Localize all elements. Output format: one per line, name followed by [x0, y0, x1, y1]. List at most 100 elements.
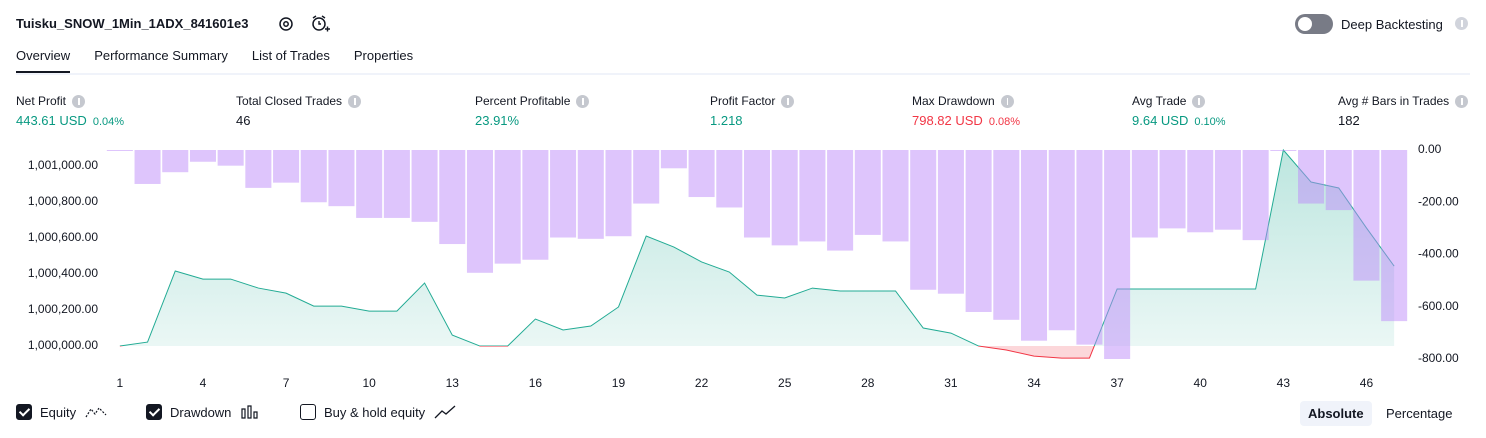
- legend-option[interactable]: Equity: [16, 404, 108, 420]
- y2-tick-label: -800.00: [1418, 351, 1459, 365]
- drawdown-bar: [550, 150, 577, 238]
- metric-percent: 0.08%: [988, 116, 1021, 128]
- drawdown-bar: [189, 150, 216, 162]
- drawdown-bar: [106, 150, 133, 151]
- legend-icon: [433, 404, 457, 420]
- metric-label: Total Closed Trades: [236, 94, 362, 108]
- settings-icon[interactable]: [277, 15, 295, 33]
- info-icon[interactable]: [1192, 94, 1206, 108]
- strategy-title: Tuisku_SNOW_1Min_1ADX_841601e3: [16, 16, 249, 31]
- checkbox[interactable]: [146, 404, 162, 420]
- x-tick-label: 46: [1360, 376, 1374, 390]
- drawdown-bar: [245, 150, 272, 188]
- tab[interactable]: Performance Summary: [94, 48, 228, 63]
- drawdown-bar: [439, 150, 466, 245]
- metric-value: 1.218: [710, 113, 743, 128]
- metric-value-text: 23.91%: [475, 113, 520, 128]
- checkbox[interactable]: [16, 404, 32, 420]
- drawdown-bar: [300, 150, 327, 203]
- tab[interactable]: Properties: [353, 48, 414, 63]
- drawdown-bar: [910, 150, 937, 290]
- drawdown-bar: [799, 150, 826, 242]
- drawdown-bar: [383, 150, 410, 218]
- metric-value-text: 9.64 USD: [1132, 113, 1189, 128]
- checkbox[interactable]: [300, 404, 316, 420]
- metric-label: Avg Trade: [1132, 94, 1206, 108]
- x-tick-label: 25: [778, 376, 792, 390]
- metric-value: 182: [1338, 113, 1360, 128]
- deep-backtesting-toggle[interactable]: [1295, 14, 1333, 34]
- y2-tick-label: -200.00: [1418, 194, 1459, 208]
- metric-value-text: 46: [236, 113, 251, 128]
- drawdown-bar: [522, 150, 549, 260]
- equity-area: [119, 150, 1395, 347]
- help-icon[interactable]: [1455, 17, 1468, 30]
- x-tick-label: 43: [1277, 376, 1291, 390]
- x-tick-label: 7: [283, 376, 290, 390]
- metric-label-text: Max Drawdown: [912, 94, 995, 108]
- drawdown-bar: [937, 150, 964, 294]
- metric-value: 23.91%: [475, 113, 519, 128]
- drawdown-bar: [1048, 150, 1075, 331]
- drawdown-bar: [273, 150, 300, 183]
- drawdown-bar: [1298, 150, 1325, 204]
- view-mode-button[interactable]: Absolute: [1300, 401, 1372, 426]
- equity-line: [119, 148, 1395, 347]
- legend-label: Equity: [40, 404, 77, 420]
- drawdown-bar: [882, 150, 909, 242]
- metric-label: Profit Factor: [710, 94, 795, 108]
- info-icon[interactable]: [1455, 94, 1469, 108]
- drawdown-bar: [577, 150, 604, 239]
- drawdown-bar: [356, 150, 383, 218]
- tab[interactable]: Overview: [16, 48, 71, 74]
- x-tick-label: 16: [529, 376, 543, 390]
- deep-backtesting-label: Deep Backtesting: [1341, 17, 1443, 32]
- legend-option[interactable]: Buy & hold equity: [300, 404, 457, 420]
- info-icon[interactable]: [781, 94, 795, 108]
- metric-value-text: 798.82 USD: [912, 113, 983, 128]
- y-tick-label: 1,000,400.00: [28, 266, 98, 280]
- y-tick-label: 1,001,000.00: [28, 158, 98, 172]
- x-tick-label: 19: [612, 376, 626, 390]
- metric-value-text: 1.218: [710, 113, 743, 128]
- metric-value-text: 182: [1338, 113, 1360, 128]
- drawdown-bar: [494, 150, 521, 264]
- metric-value: 46: [236, 113, 250, 128]
- drawdown-bar: [1159, 150, 1186, 229]
- drawdown-bar: [854, 150, 881, 235]
- legend-icon: [84, 404, 108, 420]
- info-icon[interactable]: [348, 94, 362, 108]
- y2-tick-label: -400.00: [1418, 247, 1459, 261]
- x-tick-label: 31: [944, 376, 958, 390]
- drawdown-bar: [605, 150, 632, 237]
- metric-label: Avg # Bars in Trades: [1338, 94, 1469, 108]
- drawdown-bar: [993, 150, 1020, 320]
- metric-value: 9.64 USD 0.10%: [1132, 113, 1226, 128]
- y-tick-label: 1,000,000.00: [28, 338, 98, 352]
- legend-option[interactable]: Drawdown: [146, 404, 259, 420]
- x-tick-label: 40: [1194, 376, 1208, 390]
- info-icon[interactable]: [576, 94, 590, 108]
- drawdown-bar: [660, 150, 687, 169]
- drawdown-bar: [162, 150, 189, 173]
- metric-value: 798.82 USD 0.08%: [912, 113, 1020, 128]
- drawdown-bar: [1076, 150, 1103, 345]
- tab[interactable]: List of Trades: [251, 48, 330, 63]
- alert-icon[interactable]: [310, 14, 330, 34]
- view-mode-button[interactable]: Percentage: [1386, 406, 1453, 421]
- drawdown-bar: [1214, 150, 1241, 230]
- y-tick-label: 1,000,800.00: [28, 194, 98, 208]
- metric-label: Max Drawdown: [912, 94, 1014, 108]
- drawdown-bar: [1187, 150, 1214, 233]
- drawdown-bar: [1381, 150, 1408, 322]
- legend-label: Buy & hold equity: [324, 404, 426, 420]
- info-icon[interactable]: [1000, 94, 1014, 108]
- tabs: Overview Performance Summary List of Trade…: [16, 48, 413, 74]
- drawdown-bar: [716, 150, 743, 208]
- x-tick-label: 22: [695, 376, 709, 390]
- drawdown-bar: [466, 150, 493, 273]
- x-tick-label: 10: [362, 376, 376, 390]
- metric-percent: 0.10%: [1194, 116, 1226, 128]
- info-icon[interactable]: [72, 94, 86, 108]
